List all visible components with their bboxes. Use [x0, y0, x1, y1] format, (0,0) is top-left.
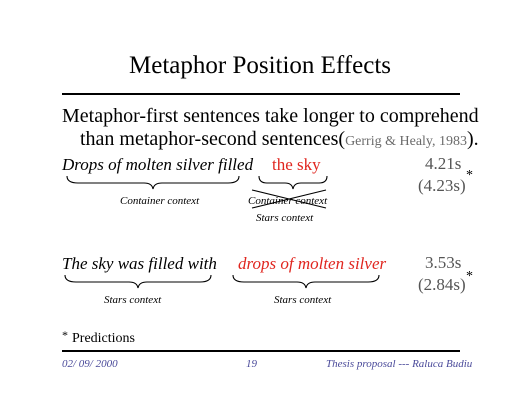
example2-metaphor: drops of molten silver: [238, 254, 387, 273]
example1-prediction: (4.23s): [418, 176, 466, 195]
example2-context-1: Stars context: [104, 294, 162, 306]
example2-prediction: (2.84s): [418, 275, 466, 294]
slide-title: Metaphor Position Effects: [129, 52, 391, 79]
example2-context-2: Stars context: [274, 294, 332, 306]
example2-topic: The sky was filled with: [62, 254, 217, 273]
title-divider: [62, 93, 460, 95]
example2-brace-1: [64, 274, 212, 289]
citation: Gerrig & Healy, 1983: [345, 134, 468, 149]
example2-brace-2: [232, 274, 380, 289]
cross-out-mark: [251, 189, 327, 209]
example2-time: 3.53s: [425, 253, 462, 272]
example1-context-1: Container context: [120, 195, 200, 207]
example1-topic: the sky: [272, 155, 321, 174]
statement-line-2-text: than metaphor-second sentences(: [80, 128, 346, 150]
example1-brace-2: [258, 175, 328, 190]
footer-label: Thesis proposal --- Raluca Budiu: [326, 358, 473, 370]
footer-divider: [62, 350, 460, 352]
example1-context-2: Stars context: [256, 212, 314, 224]
footer-page-number: 19: [246, 358, 257, 370]
footer-date: 02/ 09/ 2000: [62, 358, 118, 370]
example1-metaphor: Drops of molten silver filled: [62, 155, 254, 174]
example1-asterisk: *: [466, 168, 473, 183]
statement-line-2: than metaphor-second sentences(Gerrig & …: [80, 127, 479, 154]
example2-asterisk: *: [466, 269, 473, 284]
example1-time: 4.21s: [425, 154, 462, 173]
example1-brace-1: [66, 175, 240, 190]
statement-close: ).: [467, 128, 479, 150]
statement-line-1: Metaphor-first sentences take longer to …: [62, 105, 479, 127]
footnote-marker: *: [62, 328, 68, 342]
footnote-text: Predictions: [72, 331, 135, 346]
